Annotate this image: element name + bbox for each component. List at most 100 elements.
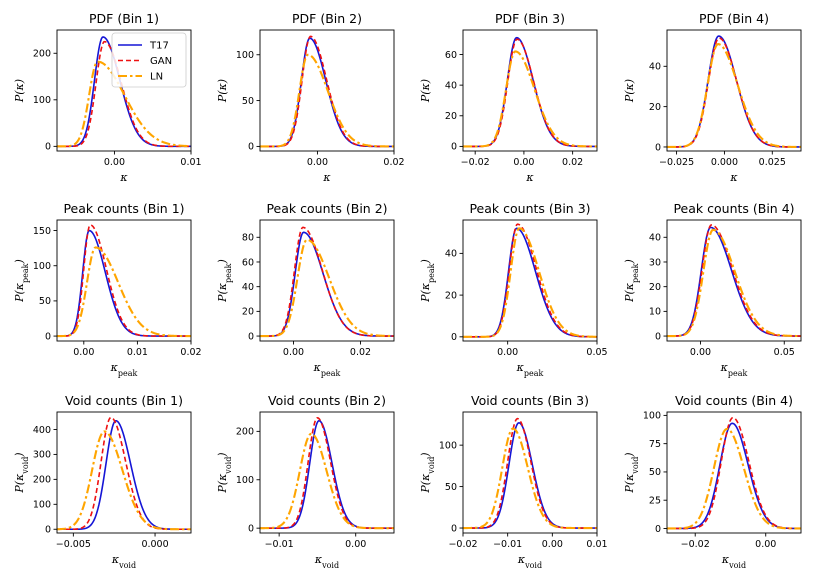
y-tick-label: 0 [45,331,51,342]
x-tick-label: −0.01 [493,539,522,550]
x-tick-label: 0.02 [350,347,371,358]
series-line-ln [57,246,191,338]
y-tick-label: 50 [39,296,51,307]
x-tick-label: 0.00 [73,347,94,358]
panel-title: Peak counts (Bin 2) [266,201,387,216]
y-tick-label: 200 [236,427,254,438]
y-tick-label: 0 [655,142,661,153]
legend-label-ln: LN [150,72,163,83]
x-tick-label: −0.02 [681,539,710,550]
panel-title: PDF (Bin 2) [292,11,362,26]
panel-title: PDF (Bin 1) [89,11,159,26]
series-line-ln [667,427,801,530]
x-tick-label: 0.01 [127,347,148,358]
panel-8: Peak counts (Bin 4) 0.00 0.05 0 10 20 30 40 κpea… [623,201,802,378]
x-tick-label: 0.00 [104,157,125,168]
y-axis-label: P(κpeak) [623,259,640,303]
y-tick-label: 40 [445,80,457,91]
y-tick-label: 100 [439,440,457,451]
x-tick-label: −0.005 [56,539,91,550]
y-tick-label: 40 [445,249,457,260]
series-line-gan [463,223,597,338]
panel-title: Void counts (Bin 4) [675,393,793,408]
y-tick-label: 20 [649,102,661,113]
y-tick-label: 0 [655,524,661,535]
x-tick-label: 0.01 [180,157,201,168]
panel-3: PDF (Bin 3) −0.02 0.00 0.02 0 20 40 60 κ P(κ) [419,11,598,184]
panel-title: Void counts (Bin 3) [471,393,589,408]
panel-7: Peak counts (Bin 3) 0.00 0.05 0 20 40 κpeak P(κ… [419,201,608,378]
axes-frame [56,219,192,342]
series-line-gan [260,35,394,148]
y-axis-label: P(κ) [623,79,636,103]
y-tick-label: 100 [236,50,254,61]
x-tick-label: 0.00 [755,539,776,550]
y-tick-label: 0 [451,142,457,153]
x-tick-label: 0.02 [562,157,583,168]
x-axis-label: κpeak [110,361,138,378]
x-axis-label: κ [119,171,128,184]
axes-frame [462,29,598,152]
series-line-gan [463,417,597,529]
y-tick-label: 200 [33,475,51,486]
series-line-ln [667,43,801,149]
y-axis-label: P(κvoid) [216,452,233,493]
y-tick-label: 40 [649,62,661,73]
y-tick-label: 100 [33,261,51,272]
axes-frame [462,219,598,342]
x-tick-label: 0.00 [690,347,711,358]
axes-frame [259,411,395,534]
series-line-gan [463,38,597,148]
y-axis-label: P(κ) [419,79,432,103]
series-line-gan [667,37,801,148]
x-tick-label: 0.02 [383,157,404,168]
y-tick-label: 25 [649,496,661,507]
panel-5: Peak counts (Bin 1) 0.00 0.01 0.02 0 50 100 150… [13,201,202,378]
y-tick-label: 80 [242,233,254,244]
series-line-t17 [260,37,394,148]
x-tick-label: 0.025 [759,157,786,168]
series-line-ln [463,227,597,338]
y-tick-label: 10 [649,307,661,318]
axes-frame [666,411,802,534]
legend-box [111,32,187,88]
x-tick-label: 0.05 [774,347,795,358]
panel-title: PDF (Bin 3) [495,11,565,26]
y-tick-label: 0 [45,525,51,536]
series-line-ln [260,238,394,338]
series-line-t17 [667,35,801,148]
y-axis-label: P(κpeak) [13,259,30,303]
series-line-t17 [57,419,191,531]
series-line-gan [260,226,394,337]
x-axis-label: κ [729,171,738,184]
y-axis-label: P(κvoid) [13,452,30,493]
x-tick-label: 0.00 [513,157,534,168]
x-tick-label: 0.01 [586,539,607,550]
y-tick-label: 50 [649,467,661,478]
y-axis-label: P(κ) [216,79,229,103]
x-tick-label: 0.05 [586,347,607,358]
y-tick-label: 100 [643,411,661,422]
x-axis-label: κpeak [516,361,544,378]
series-line-ln [260,53,394,148]
x-axis-label: κ [322,171,331,184]
legend-label-t17: T17 [149,41,169,52]
series-line-ln [463,50,597,148]
series-line-ln [57,60,191,148]
y-tick-label: 0 [655,331,661,342]
y-tick-label: 20 [445,290,457,301]
axes-frame [666,29,802,152]
y-tick-label: 0 [248,142,254,153]
y-tick-label: 400 [33,425,51,436]
x-tick-label: −0.02 [448,539,477,550]
axes-frame [259,29,395,152]
panel-title: Peak counts (Bin 4) [673,201,794,216]
series-line-gan [667,416,801,530]
y-tick-label: 20 [445,111,457,122]
series-line-t17 [57,229,191,337]
panel-title: Peak counts (Bin 3) [469,201,590,216]
panel-10: Void counts (Bin 2) −0.01 0.00 0 100 200 κvoid… [216,393,395,570]
panel-4: PDF (Bin 4) −0.025 0.000 0.025 0 20 40 κ P(κ) [623,11,802,184]
x-tick-label: 0.02 [180,347,201,358]
y-tick-label: 40 [242,282,254,293]
